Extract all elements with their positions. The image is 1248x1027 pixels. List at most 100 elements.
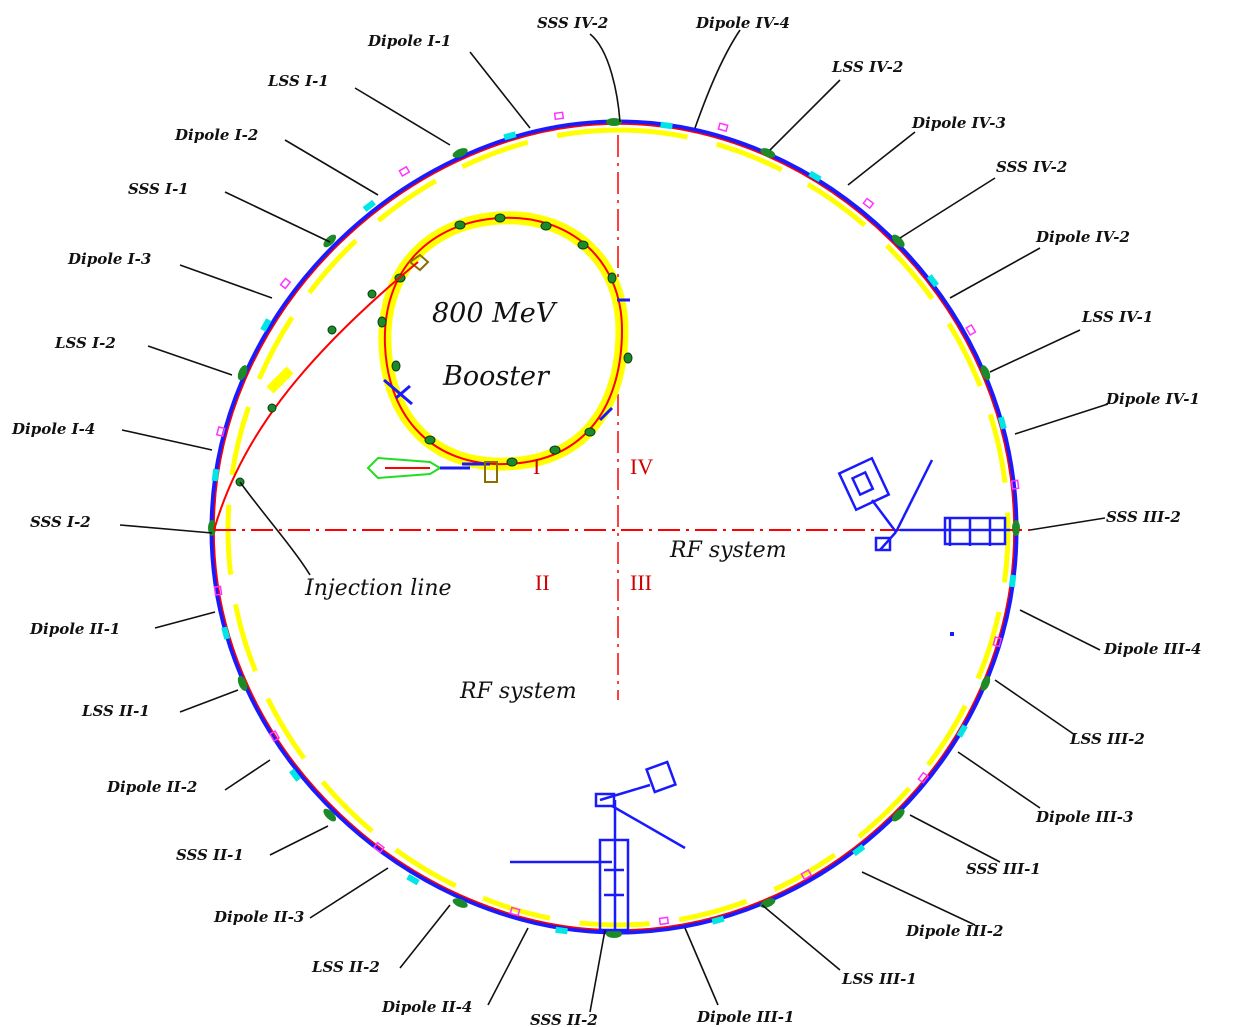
rf-system-bottom-label: RF system: [459, 679, 577, 704]
quadrupole-magnet: [221, 626, 231, 640]
label-sss-iii-1: SSS III-1: [966, 860, 1041, 878]
dipole-magnet: [452, 148, 468, 158]
dipole-magnet: [1012, 520, 1020, 536]
label-dipole-ii-4: Dipole II-4: [381, 998, 472, 1016]
quadrant-iv-label: IV: [630, 454, 653, 479]
rf-system-bottom-equipment: [510, 760, 686, 932]
injection-line-beamline: [213, 261, 419, 531]
beamline-component: [992, 636, 1003, 648]
label-dipole-iv-3: Dipole IV-3: [911, 114, 1006, 132]
quadrupole-magnet: [1008, 574, 1017, 588]
dipole-magnet: [760, 898, 776, 908]
beamline-component: [398, 165, 411, 178]
label-dipole-ii-1: Dipole II-1: [29, 620, 120, 638]
quadrupole-magnet: [926, 274, 939, 288]
dipole-magnet: [980, 365, 991, 381]
label-lss-iii-1: LSS III-1: [841, 970, 917, 988]
quadrupole-magnet: [555, 926, 568, 935]
beamline-component: [372, 841, 385, 854]
quadrupole-magnet: [406, 874, 420, 886]
quadrupole-magnet: [852, 844, 866, 857]
beamline-component: [268, 730, 281, 742]
label-dipole-i-2: Dipole I-2: [174, 126, 258, 144]
quadrant-i-label: I: [533, 454, 540, 479]
quadrupole-magnet: [211, 468, 220, 482]
dipole-magnet: [760, 148, 776, 158]
beamline-component: [213, 585, 223, 596]
label-lss-ii-2: LSS II-2: [311, 958, 380, 976]
label-lss-i-2: LSS I-2: [54, 334, 116, 352]
stray-marker: [950, 632, 954, 636]
ring-yellow-outline: [225, 127, 1011, 928]
label-sss-ii-1: SSS II-1: [176, 846, 244, 864]
dipole-magnet: [891, 234, 905, 248]
label-dipole-iv-2: Dipole IV-2: [1035, 228, 1130, 246]
dipole-magnet: [606, 118, 622, 126]
beamline-component: [509, 906, 521, 917]
rf-system-right-label: RF system: [669, 538, 787, 563]
quadrupole-magnet: [260, 318, 272, 332]
label-sss-iv-2-top: SSS IV-2: [537, 14, 608, 32]
dipole-magnet: [980, 675, 991, 691]
injection-line-label: Injection line: [304, 576, 452, 601]
beamline-component: [553, 111, 565, 121]
label-sss-ii-2: SSS II-2: [530, 1011, 598, 1027]
label-lss-iv-1: LSS IV-1: [1081, 308, 1153, 326]
quadrupole-magnet: [956, 724, 968, 738]
quadrupole-magnet: [503, 131, 517, 141]
label-dipole-i-3: Dipole I-3: [67, 250, 151, 268]
dipole-magnet: [323, 234, 337, 248]
quadrupole-magnet: [997, 416, 1007, 430]
quadrant-iii-label: III: [630, 570, 652, 595]
beamline-component: [965, 324, 977, 336]
label-dipole-iii-3: Dipole III-3: [1035, 808, 1133, 826]
label-sss-iv-2-right: SSS IV-2: [996, 158, 1067, 176]
ring-magnets: [208, 111, 1020, 938]
dipole-magnet: [237, 675, 248, 691]
rf-system-right-equipment: [837, 456, 1010, 552]
label-lss-iv-2: LSS IV-2: [831, 58, 903, 76]
label-sss-iii-2: SSS III-2: [1106, 508, 1181, 526]
dipole-magnet: [452, 898, 468, 908]
booster-energy-label: 800 MeV: [432, 298, 558, 329]
beamline-component: [717, 122, 729, 133]
label-dipole-ii-2: Dipole II-2: [106, 778, 197, 796]
label-dipole-iv-1: Dipole IV-1: [1105, 390, 1200, 408]
label-dipole-iv-4: Dipole IV-4: [695, 14, 790, 32]
beamline-component: [917, 771, 930, 784]
beamline-component: [800, 868, 813, 881]
label-dipole-iii-2: Dipole III-2: [905, 922, 1003, 940]
dipole-magnet: [208, 520, 216, 536]
label-dipole-iii-1: Dipole III-1: [696, 1008, 794, 1026]
quadrupole-magnet: [289, 768, 302, 782]
booster-ring: [366, 211, 633, 483]
quadrupole-magnet: [711, 915, 725, 925]
label-lss-ii-1: LSS II-1: [81, 702, 150, 720]
linac: [366, 456, 470, 480]
dipole-magnet: [323, 808, 337, 822]
storage-ring: [208, 111, 1020, 938]
beamline-component: [1010, 479, 1020, 490]
label-dipole-i-1: Dipole I-1: [367, 32, 451, 50]
label-dipole-i-4: Dipole I-4: [11, 420, 95, 438]
label-sss-i-1: SSS I-1: [128, 180, 189, 198]
label-lss-iii-2: LSS III-2: [1069, 730, 1145, 748]
leader-lines: [119, 29, 1109, 1013]
quadrupole-magnet: [362, 199, 376, 212]
label-lss-i-1: LSS I-1: [267, 72, 329, 90]
label-sss-i-2: SSS I-2: [30, 513, 91, 531]
dipole-magnet: [891, 808, 905, 822]
dipole-magnet: [606, 930, 622, 938]
booster-name-label: Booster: [442, 361, 551, 392]
ring-element-labels: SSS IV-2 Dipole IV-4 Dipole I-1 LSS I-1 …: [11, 14, 1201, 1027]
beamline-component: [862, 197, 875, 210]
quadrupole-magnet: [660, 121, 673, 130]
label-dipole-ii-3: Dipole II-3: [213, 908, 304, 926]
beamline-component: [658, 916, 670, 926]
dipole-magnet: [237, 365, 248, 381]
quadrupole-magnet: [808, 170, 822, 182]
beamline-component: [215, 426, 226, 438]
label-dipole-iii-4: Dipole III-4: [1103, 640, 1201, 658]
beamline-component: [279, 277, 292, 290]
